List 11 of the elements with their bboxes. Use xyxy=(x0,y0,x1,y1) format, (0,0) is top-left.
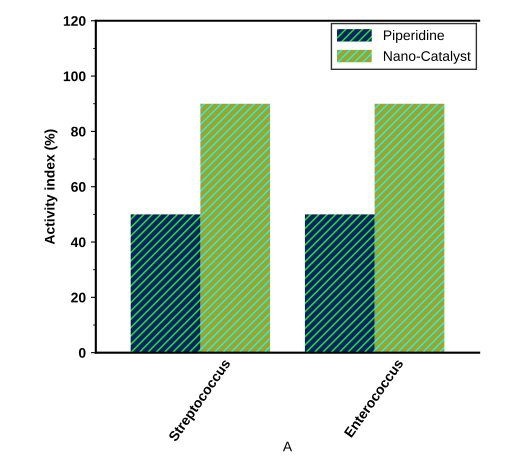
y-tick-label: 60 xyxy=(71,182,86,192)
y-axis-title: Activity index (%) xyxy=(44,130,58,244)
legend-label: Nano-Catalyst xyxy=(384,50,471,64)
legend-label: Piperidine xyxy=(384,30,444,43)
y-tick-label: 100 xyxy=(64,71,86,82)
y-tick-label: 40 xyxy=(70,237,86,248)
y-tick-label: 0 xyxy=(78,348,86,358)
y-tick-label: 120 xyxy=(64,16,86,26)
x-axis-title: A xyxy=(282,442,292,452)
y-tick-label: 80 xyxy=(71,126,86,137)
y-tick-label: 20 xyxy=(71,292,86,303)
